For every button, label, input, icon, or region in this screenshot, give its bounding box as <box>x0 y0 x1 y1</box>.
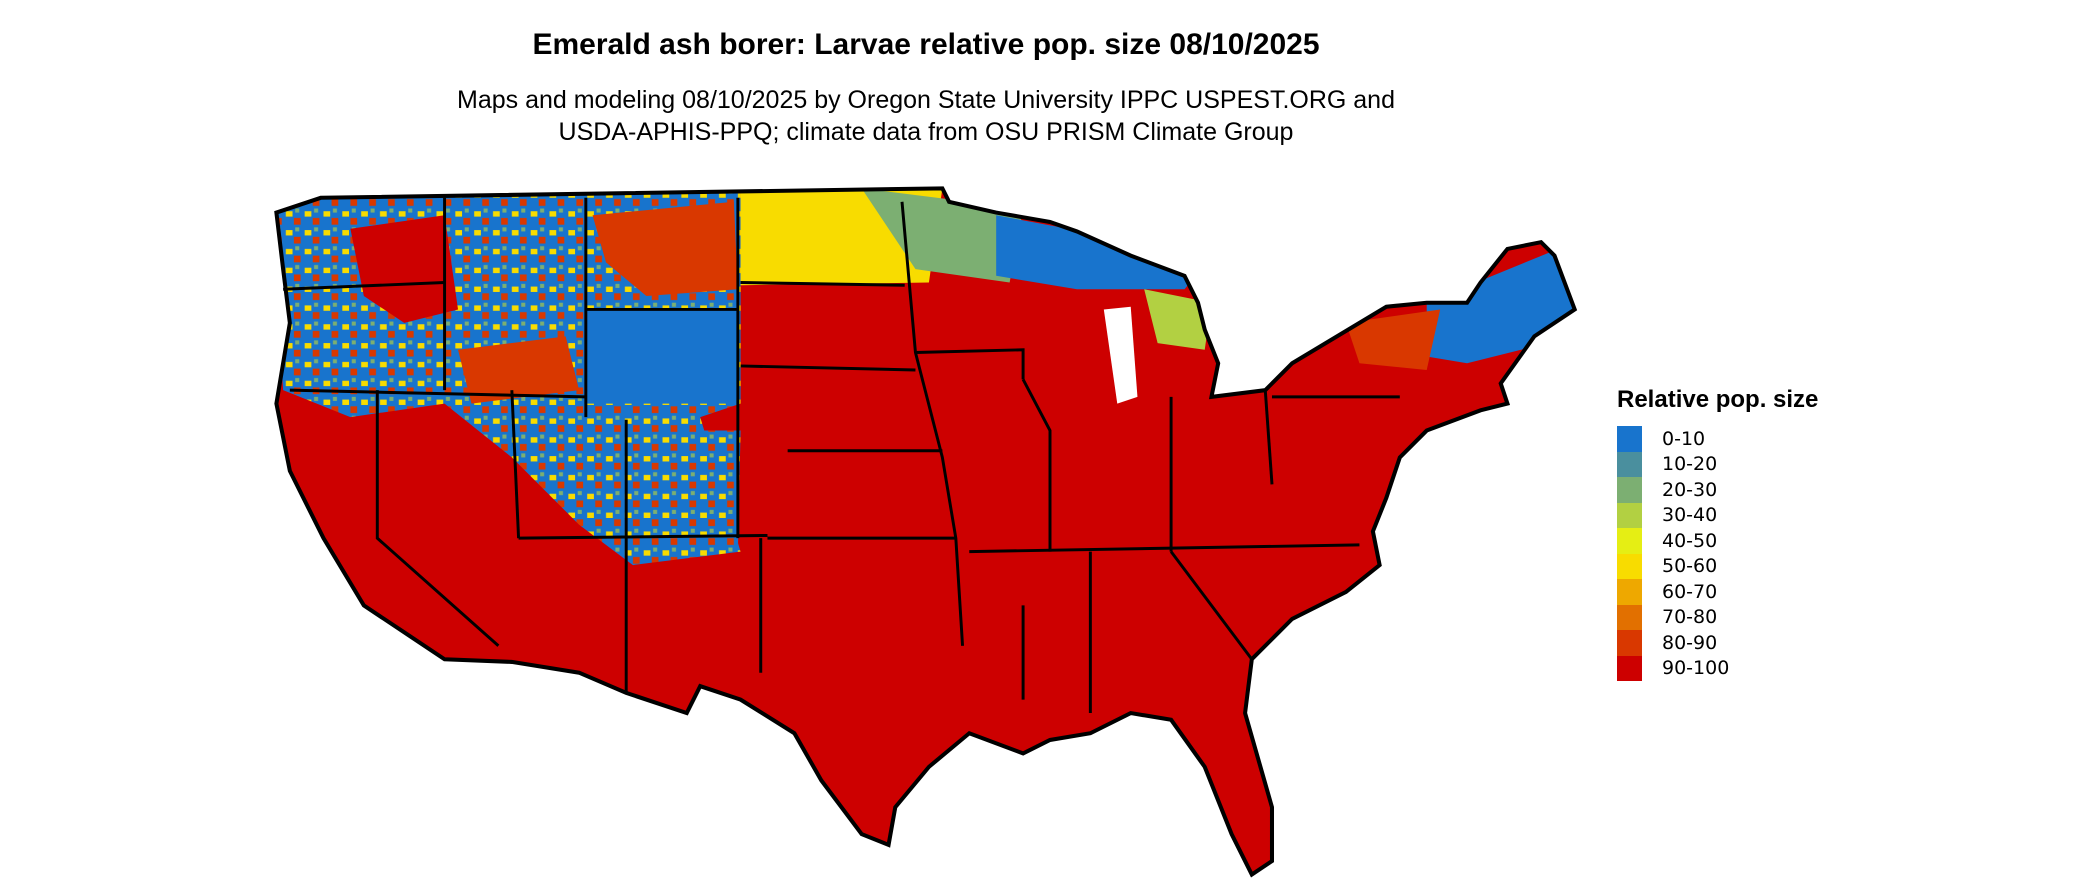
legend-label: 50-60 <box>1662 555 1718 578</box>
legend-swatch <box>1617 655 1642 681</box>
map-subtitle: Maps and modeling 08/10/2025 by Oregon S… <box>0 84 1852 148</box>
legend: Relative pop. size 0-10 10-20 20-30 30-40 40… <box>1617 386 1818 681</box>
legend-item: 80-90 <box>1617 630 1818 656</box>
legend-swatch <box>1617 502 1642 528</box>
legend-title: Relative pop. size <box>1617 386 1819 413</box>
legend-item: 90-100 <box>1617 655 1818 681</box>
legend-swatch <box>1617 451 1642 477</box>
map-fill <box>276 188 1575 875</box>
legend-swatch <box>1617 604 1642 630</box>
legend-label: 20-30 <box>1662 478 1718 501</box>
legend-item: 10-20 <box>1617 451 1818 477</box>
state-borders <box>283 197 1400 714</box>
legend-swatch <box>1617 426 1642 452</box>
legend-label: 80-90 <box>1662 631 1718 654</box>
region-80-90 <box>1345 309 1441 370</box>
legend-label: 0-10 <box>1662 427 1706 450</box>
legend-label: 40-50 <box>1662 529 1718 552</box>
region-30-40 <box>1144 289 1212 350</box>
legend-item: 20-30 <box>1617 477 1818 503</box>
legend-swatch <box>1617 579 1642 605</box>
legend-item: 60-70 <box>1617 579 1818 605</box>
legend-label: 60-70 <box>1662 580 1718 603</box>
legend-swatch <box>1617 630 1642 656</box>
legend-label: 90-100 <box>1662 657 1730 680</box>
region-warm-patch <box>350 215 459 323</box>
region-warm-patch <box>592 201 738 296</box>
legend-item: 30-40 <box>1617 502 1818 528</box>
subtitle-line-2: USDA-APHIS-PPQ; climate data from OSU PR… <box>558 118 1294 146</box>
legend-swatch <box>1617 553 1642 579</box>
legend-item: 0-10 <box>1617 426 1818 452</box>
legend-swatch <box>1617 528 1642 554</box>
legend-label: 70-80 <box>1662 606 1718 629</box>
region-warm-patch <box>458 336 580 404</box>
region-mixed-colorado <box>632 430 741 552</box>
subtitle-line-1: Maps and modeling 08/10/2025 by Oregon S… <box>457 86 1395 114</box>
legend-items: 0-10 10-20 20-30 30-40 40-50 50-60 60-70 70-80 8… <box>1617 426 1818 681</box>
region-0-10 <box>996 215 1212 290</box>
legend-item: 50-60 <box>1617 553 1818 579</box>
legend-label: 30-40 <box>1662 504 1718 527</box>
region-0-10 <box>585 309 738 404</box>
legend-label: 10-20 <box>1662 453 1718 476</box>
legend-swatch <box>1617 477 1642 503</box>
legend-item: 40-50 <box>1617 528 1818 554</box>
map-title: Emerald ash borer: Larvae relative pop. … <box>532 28 1320 61</box>
lake-michigan <box>1103 306 1138 404</box>
legend-item: 70-80 <box>1617 604 1818 630</box>
